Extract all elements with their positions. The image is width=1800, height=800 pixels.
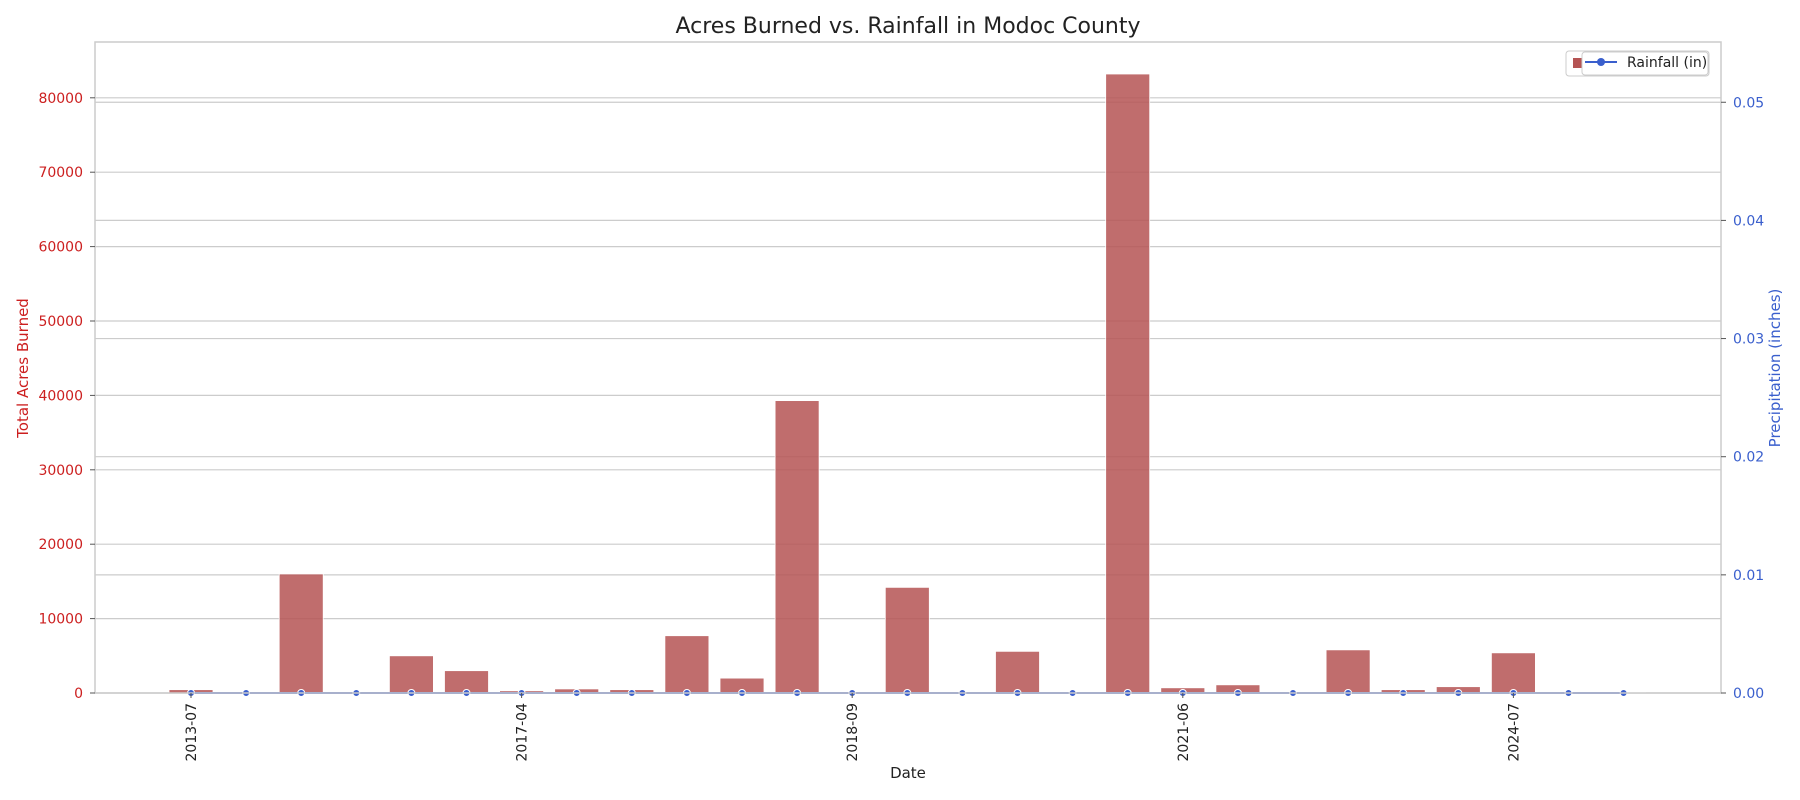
x-tick-label: 2018-09 (845, 703, 861, 762)
y-right-tick-label: 0.00 (1733, 686, 1764, 702)
x-axis-label: Date (890, 764, 926, 782)
bar-acres-burned (1325, 649, 1371, 694)
plot-frame (94, 41, 1722, 694)
y-right-tick-label: 0.03 (1733, 332, 1764, 348)
x-tick-label: 2013-07 (184, 703, 200, 762)
legend-swatch-rainfall-marker (1597, 58, 1605, 66)
bar-acres-burned (884, 586, 930, 694)
x-tick-label: 2021-06 (1176, 703, 1192, 762)
bar-acres-burned (774, 400, 820, 694)
y-left-tick-label: 30000 (38, 463, 83, 479)
y-left-tick-label: 80000 (38, 91, 83, 107)
y-axis-right-label: Precipitation (inches) (1766, 289, 1784, 448)
bar-acres-burned (278, 573, 324, 694)
y-left-tick-label: 50000 (38, 314, 83, 330)
legend-swatch-acres (1573, 58, 1583, 68)
y-left-tick-label: 0 (74, 686, 83, 702)
bar-acres-burned (388, 655, 434, 694)
y-left-tick-label: 10000 (38, 612, 83, 628)
y-right-tick-label: 0.04 (1733, 213, 1764, 229)
y-right-tick-label: 0.05 (1733, 95, 1764, 111)
legend-label-rainfall: Rainfall (in) (1627, 55, 1707, 71)
y-axis-left-label: Total Acres Burned (14, 298, 32, 439)
bar-acres-burned (1491, 652, 1536, 694)
bar-acres-burned (1105, 73, 1151, 694)
bar-acres-burned (995, 650, 1040, 694)
chart-title: Acres Burned vs. Rainfall in Modoc Count… (675, 14, 1140, 39)
legend: Rainfall (in) (1565, 50, 1710, 77)
x-tick-label: 2024-07 (1506, 703, 1522, 762)
y-right-tick-label: 0.02 (1733, 450, 1764, 466)
y-left-tick-label: 60000 (38, 240, 83, 256)
y-left-tick-label: 20000 (38, 537, 83, 553)
y-right-tick-label: 0.01 (1733, 568, 1764, 584)
x-tick-label: 2017-04 (515, 703, 531, 762)
y-left-tick-label: 70000 (38, 165, 83, 181)
y-left-tick-label: 40000 (38, 388, 83, 404)
bar-acres-burned (664, 635, 710, 694)
